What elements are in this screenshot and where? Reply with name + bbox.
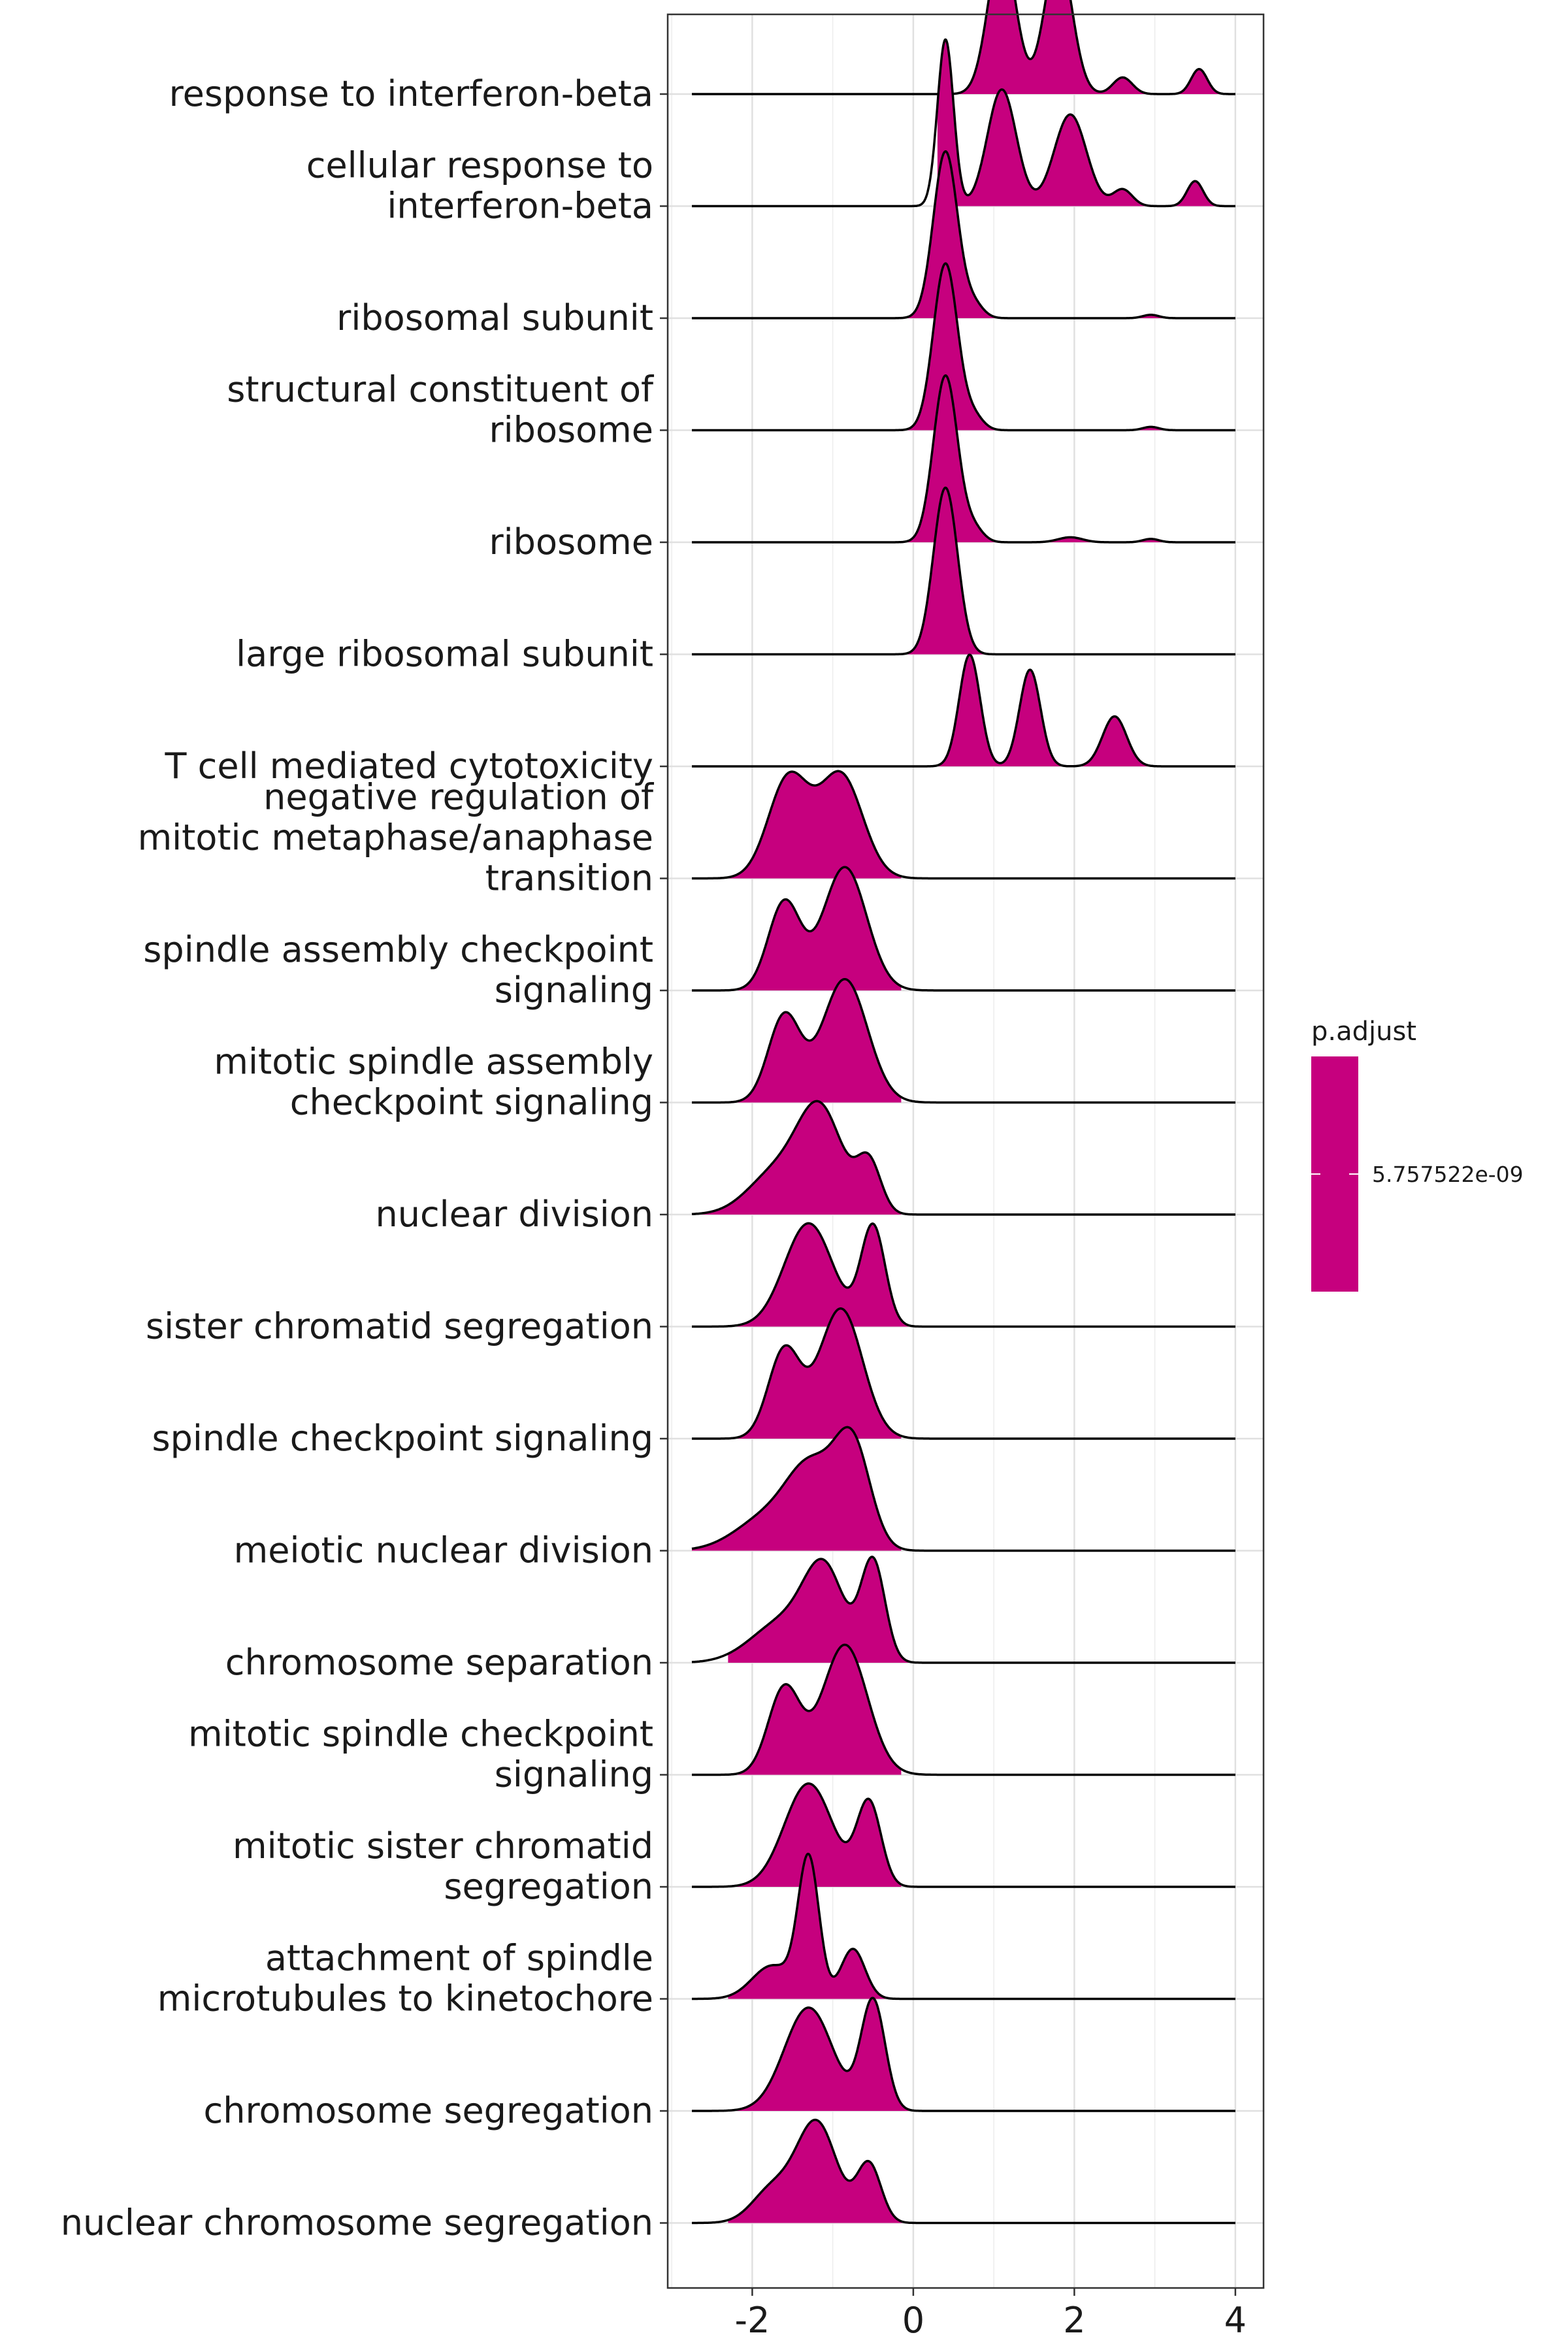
ridge-fill [728,1223,913,1327]
y-tick-label-line: chromosome separation [225,1642,653,1683]
y-tick-label: cellular response to interferon-beta [306,145,653,227]
ridge-line [691,262,1236,432]
y-tick-label-line: meiotic nuclear division [234,1530,653,1571]
y-tick-label: negative regulation of mitotic metaphase/… [138,777,655,899]
y-tick-label-line: nuclear chromosome segregation [61,2202,653,2244]
y-tick-label-line: mitotic spindle assembly [214,1041,653,1083]
ridge-line [691,1556,1236,1664]
ridge-fill [901,263,1179,431]
ridge-fill [728,1783,902,1887]
y-tick-label-line: T cell mediated cytotoxicity [165,745,653,787]
y-tick-label: sister chromatid segregation [146,1306,653,1347]
y-tick-label-line: response to interferon-beta [169,73,653,114]
ridge-line [691,150,1236,319]
y-tick-label-line: negative regulation of [263,777,655,818]
y-tick-label: spindle assembly checkpoint signaling [143,929,653,1011]
y-tick-label: nuclear division [376,1194,653,1235]
ridge-line [691,1222,1236,1328]
y-tick-label: chromosome separation [225,1642,653,1683]
y-tick-label: spindle checkpoint signaling [152,1418,653,1459]
ridge-fill [901,375,1179,542]
ridge-line [691,2118,1236,2225]
legend-label: 5.757522e-09 [1372,1162,1524,1187]
ridge-fill [728,1556,913,1663]
ridge-fill [692,1101,902,1215]
y-tick-label-line: mitotic spindle checkpoint [188,1714,653,1755]
ridge-fill [953,0,1228,94]
x-tick-label: -2 [734,2300,770,2341]
y-tick-label: large ribosomal subunit [236,634,653,675]
ridge-line [691,1426,1236,1552]
x-axis: -2 0 2 4 [734,2288,1247,2341]
y-tick-label-line: spindle assembly checkpoint [143,929,653,970]
y-tick-label: meiotic nuclear division [234,1530,653,1571]
y-tick-label-line: ribosomal subunit [336,297,653,338]
ridge-fill [728,1854,902,1999]
ridge-line [691,1643,1236,1776]
ridge-line [691,770,1236,880]
ridge-line [691,486,1236,656]
legend: p.adjust 5.757522e-09 [1311,1017,1524,1292]
ridge-line [691,1997,1236,2112]
ridge-line [691,1307,1236,1440]
ridge-fill [937,39,1228,206]
ridge-line [691,1782,1236,1888]
ridge-line [691,653,1236,768]
y-tick-label-line: segregation [444,1866,653,1907]
y-axis-labels: response to interferon-beta cellular resp… [61,73,668,2244]
ridge-line [691,0,1236,95]
ridge-fill [692,1427,902,1551]
y-tick-label-line: large ribosomal subunit [236,634,653,675]
y-tick-label-line: nuclear division [376,1194,653,1235]
ridge-fill [728,771,902,879]
ridge-fill [728,2119,913,2223]
x-tick-label: 4 [1224,2300,1247,2341]
y-tick-label: attachment of spindle microtubules to kin… [157,1938,653,2019]
y-tick-label-line: sister chromatid segregation [146,1306,653,1347]
y-tick-label: structural constituent of ribosome [227,369,655,451]
ridge-fill [728,979,902,1103]
y-tick-label: chromosome segregation [204,2090,653,2131]
ridge-line [691,866,1236,992]
legend-title: p.adjust [1311,1017,1416,1047]
ridge-line [691,374,1236,544]
y-tick-label-line: chromosome segregation [204,2090,653,2131]
y-tick-label-line: mitotic sister chromatid [233,1825,653,1867]
ridge-fill [728,1644,902,1775]
y-tick-label-line: mitotic metaphase/anaphase [138,817,653,858]
y-tick-label: T cell mediated cytotoxicity [165,745,653,787]
y-tick-label-line: checkpoint signaling [290,1082,653,1123]
ridge-line [691,1852,1236,2001]
y-tick-label: mitotic spindle checkpoint signaling [188,1714,653,1795]
y-tick-label: ribosome [489,521,653,563]
ridge-fill [901,151,1179,318]
ridge-line [691,977,1236,1104]
ridge-fill [728,1308,902,1439]
y-tick-label: response to interferon-beta [169,73,653,114]
y-tick-label-line: signaling [495,970,653,1011]
y-tick-label-line: signaling [495,1754,653,1795]
y-tick-label-line: interferon-beta [387,186,653,227]
x-tick-label: 0 [902,2300,924,2341]
ridge-fill [728,1998,913,2111]
ridge-line [691,1100,1236,1216]
y-tick-label-line: ribosome [489,521,653,563]
ridges [691,0,1236,2225]
y-tick-label: mitotic spindle assembly checkpoint signa… [214,1041,653,1123]
y-tick-label: mitotic sister chromatid segregation [233,1825,653,1907]
y-tick-label-line: cellular response to [306,145,653,186]
y-tick-label-line: spindle checkpoint signaling [152,1418,653,1459]
ridge-line [691,38,1236,208]
y-tick-label-line: structural constituent of [227,369,655,410]
y-tick-label-line: transition [485,858,653,899]
x-tick-label: 2 [1063,2300,1085,2341]
y-tick-label-line: ribosome [489,410,653,451]
panel-border [666,13,1265,2289]
y-tick-label: ribosomal subunit [336,297,653,338]
y-tick-label-line: microtubules to kinetochore [157,1978,653,2019]
y-tick-label-line: attachment of spindle [265,1938,653,1979]
y-tick-label: nuclear chromosome segregation [61,2202,653,2244]
